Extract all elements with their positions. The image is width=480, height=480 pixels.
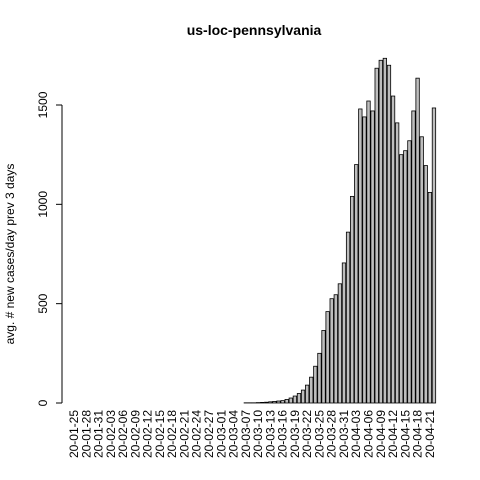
bar xyxy=(374,67,379,404)
y-tick-label: 1000 xyxy=(36,191,50,218)
x-tick-label: 20-02-15 xyxy=(153,410,167,458)
bar xyxy=(317,352,322,404)
x-tick-label: 20-03-16 xyxy=(276,410,290,458)
bar xyxy=(296,393,302,404)
x-tick-label: 20-02-21 xyxy=(177,410,191,458)
x-tick-label: 20-02-12 xyxy=(141,410,155,458)
bar xyxy=(427,192,432,404)
x-tick-label: 20-03-19 xyxy=(288,410,302,458)
bar xyxy=(386,64,392,404)
x-tick-label: 20-03-31 xyxy=(337,410,351,458)
bar xyxy=(300,389,306,404)
x-tick-label: 20-01-28 xyxy=(79,410,93,458)
bar xyxy=(341,262,347,404)
bar xyxy=(395,122,400,404)
bar xyxy=(268,401,273,404)
x-tick-label: 20-04-09 xyxy=(374,410,388,458)
bar xyxy=(350,195,355,404)
bar xyxy=(423,165,428,404)
bar xyxy=(411,110,416,404)
bar xyxy=(390,95,396,404)
x-tick-label: 20-04-12 xyxy=(386,410,400,458)
y-axis-label: avg. # new cases/day prev 3 days xyxy=(3,164,17,345)
x-tick-label: 20-02-27 xyxy=(202,410,216,458)
x-tick-label: 20-02-24 xyxy=(190,410,204,458)
bar xyxy=(260,402,265,404)
bar xyxy=(272,401,277,404)
bar xyxy=(333,294,338,404)
x-tick-label: 20-01-25 xyxy=(67,410,81,458)
bar xyxy=(399,154,404,404)
bar xyxy=(419,136,424,404)
x-tick-label: 20-03-13 xyxy=(263,410,277,458)
bar xyxy=(378,59,383,404)
y-tick-label: 500 xyxy=(36,293,50,313)
bar xyxy=(407,140,412,404)
bar xyxy=(264,401,269,404)
chart-title: us-loc-pennsylvania xyxy=(187,22,322,38)
bar xyxy=(345,231,351,404)
y-tick-label: 1500 xyxy=(36,91,50,118)
bar xyxy=(309,376,314,404)
x-tick-label: 20-03-28 xyxy=(325,410,339,458)
bar xyxy=(276,400,281,404)
x-tick-label: 20-04-18 xyxy=(411,410,425,458)
x-tick-label: 20-01-31 xyxy=(92,410,106,458)
x-tick-label: 20-03-25 xyxy=(312,410,326,458)
bar xyxy=(288,397,293,404)
x-tick-label: 20-02-18 xyxy=(165,410,179,458)
x-tick-label: 20-03-01 xyxy=(214,410,228,458)
bar xyxy=(280,400,285,404)
bar xyxy=(415,77,420,404)
x-tick-label: 20-03-07 xyxy=(239,410,253,458)
bar xyxy=(370,110,375,404)
x-tick-label: 20-04-15 xyxy=(398,410,412,458)
x-tick-label: 20-03-22 xyxy=(300,410,314,458)
bar xyxy=(431,107,437,404)
x-tick-label: 20-03-04 xyxy=(227,410,241,458)
x-tick-label: 20-02-09 xyxy=(128,410,142,458)
bar xyxy=(358,108,363,404)
bar xyxy=(321,330,326,404)
bar xyxy=(382,57,387,404)
bar xyxy=(292,395,298,404)
y-tick-label: 0 xyxy=(36,399,50,406)
x-tick-label: 20-02-06 xyxy=(116,410,130,458)
bar xyxy=(403,150,408,404)
bar xyxy=(337,283,343,404)
x-tick-label: 20-02-03 xyxy=(104,410,118,458)
bar xyxy=(366,100,371,404)
x-tick-label: 20-04-06 xyxy=(362,410,376,458)
bar xyxy=(325,311,330,404)
x-tick-label: 20-04-03 xyxy=(349,410,363,458)
bar xyxy=(305,384,310,404)
bar xyxy=(313,365,318,404)
bar xyxy=(329,298,334,404)
bar xyxy=(284,399,289,404)
bar xyxy=(362,116,367,404)
bar xyxy=(354,164,359,404)
x-tick-label: 20-04-21 xyxy=(423,410,437,458)
x-tick-label: 20-03-10 xyxy=(251,410,265,458)
